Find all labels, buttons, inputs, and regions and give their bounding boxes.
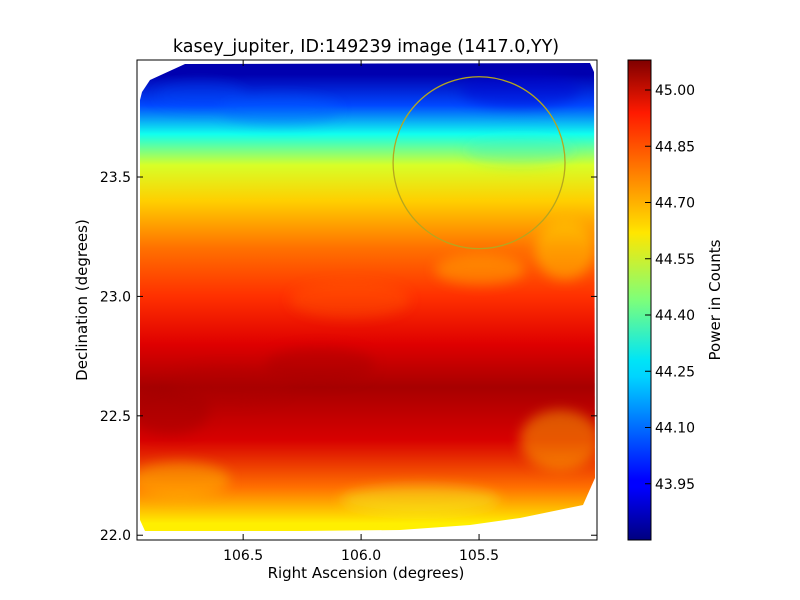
colorbar-tick-label: 45.00: [655, 83, 695, 99]
colorbar-tick-label: 44.10: [655, 421, 695, 437]
heatmap-texture: [140, 72, 595, 515]
y-tick-label: 23.5: [100, 170, 131, 186]
x-axis-ticks: 106.5 106.0 105.5: [223, 60, 499, 564]
colorbar-gradient: [627, 59, 652, 541]
y-axis-label: Declination (degrees): [73, 219, 91, 381]
x-tick-label: 105.5: [459, 548, 499, 564]
chart-title: kasey_jupiter, ID:149239 image (1417.0,Y…: [173, 37, 559, 57]
heatmap-image: [140, 63, 595, 531]
colorbar-label: Power in Counts: [706, 239, 724, 360]
colorbar-tick-label: 43.95: [655, 477, 695, 493]
colorbar-tick-label: 44.70: [655, 196, 695, 212]
y-tick-label: 22.0: [100, 528, 131, 544]
colorbar-tick-label: 44.85: [655, 139, 695, 155]
y-tick-label: 22.5: [100, 409, 131, 425]
colorbar-tick-label: 44.40: [655, 308, 695, 324]
plot-frame: [136, 59, 598, 541]
overlay-circle: [392, 76, 566, 250]
x-tick-label: 106.5: [223, 548, 263, 564]
y-tick-label: 23.0: [100, 289, 131, 305]
colorbar-ticks: 43.95 44.10 44.25 44.40 44.55 44.70 44.85 45.00: [645, 83, 695, 493]
colorbar-tick-label: 44.25: [655, 364, 695, 380]
plot-area: 106.5 106.0 105.5 22.0 22.5 23.0 23.5: [100, 59, 598, 564]
y-axis-ticks: 22.0 22.5 23.0 23.5: [100, 170, 597, 544]
colorbar: 43.95 44.10 44.25 44.40 44.55 44.70 44.85 45.00…: [627, 59, 724, 541]
x-tick-label: 106.0: [341, 548, 381, 564]
colorbar-tick-label: 44.55: [655, 252, 695, 268]
x-axis-label: Right Ascension (degrees): [268, 564, 465, 582]
